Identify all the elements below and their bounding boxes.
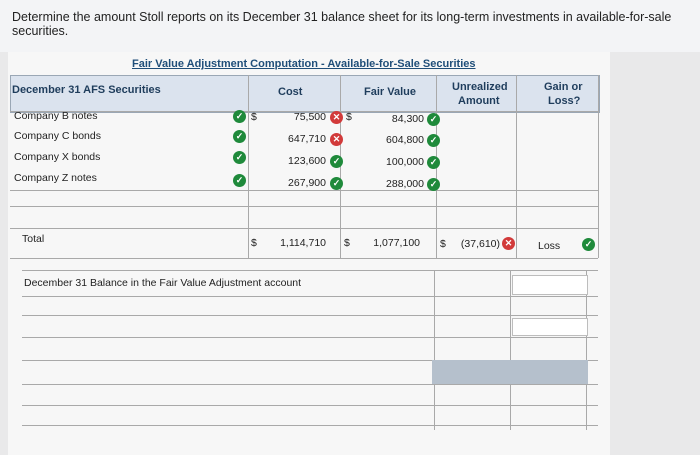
- shaded-cell: [432, 360, 588, 384]
- question-text: Determine the amount Stoll reports on it…: [12, 10, 672, 38]
- header-gain-loss-line1: Gain or: [544, 81, 583, 93]
- check-circle-icon: ✓: [233, 151, 246, 164]
- cost-dollar-sign: $: [251, 111, 257, 123]
- table-title: Fair Value Adjustment Computation - Avai…: [132, 58, 476, 70]
- grid-line: [510, 270, 511, 430]
- balance-amount-input[interactable]: [512, 275, 588, 295]
- fair-value-input[interactable]: 100,000: [386, 156, 424, 168]
- x-circle-icon: ✕: [502, 237, 515, 250]
- fv-dollar-sign: $: [344, 237, 350, 249]
- grid-line: [434, 270, 435, 430]
- total-cost-input[interactable]: 1,114,710: [280, 237, 326, 249]
- grid-line: [22, 425, 598, 426]
- grid-line: [586, 270, 587, 430]
- grid-line: [10, 190, 598, 191]
- grid-line: [22, 296, 598, 297]
- unrealized-dollar-sign: $: [440, 238, 446, 250]
- grid-line: [22, 337, 598, 338]
- row-security-name: Company C bonds: [14, 130, 101, 142]
- check-circle-icon: ✓: [427, 156, 440, 169]
- balance-amount-input[interactable]: [512, 318, 588, 336]
- check-circle-icon: ✓: [233, 130, 246, 143]
- grid-line: [22, 384, 598, 385]
- fair-value-input[interactable]: 288,000: [386, 178, 424, 190]
- x-circle-icon: ✕: [330, 111, 343, 124]
- grid-line: [22, 315, 598, 316]
- grid-line: [598, 75, 599, 258]
- check-circle-icon: ✓: [330, 177, 343, 190]
- total-fair-value-input[interactable]: 1,077,100: [373, 237, 420, 249]
- cost-input[interactable]: 123,600: [288, 155, 326, 167]
- check-circle-icon: ✓: [233, 174, 246, 187]
- grid-line: [10, 206, 598, 207]
- check-circle-icon: ✓: [330, 155, 343, 168]
- grid-line: [22, 360, 598, 361]
- gain-loss-select[interactable]: Loss: [538, 240, 561, 252]
- grid-line: [22, 270, 598, 271]
- header-securities: December 31 AFS Securities: [12, 84, 161, 96]
- check-circle-icon: ✓: [427, 178, 440, 191]
- row-security-name: Company Z notes: [14, 172, 97, 184]
- check-circle-icon: ✓: [427, 134, 440, 147]
- header-cost: Cost: [278, 86, 303, 98]
- row-security-name: Company B notes: [14, 110, 98, 122]
- grid-line: [516, 75, 517, 258]
- row-security-name: Company X bonds: [14, 151, 101, 163]
- cost-input[interactable]: 647,710: [288, 133, 326, 145]
- cost-dollar-sign: $: [251, 237, 257, 249]
- total-label: Total: [22, 233, 45, 245]
- grid-line: [10, 111, 598, 112]
- grid-line: [248, 75, 249, 258]
- table-header: [10, 75, 600, 113]
- check-circle-icon: ✓: [582, 238, 595, 251]
- cost-input[interactable]: 267,900: [288, 177, 326, 189]
- check-circle-icon: ✓: [233, 110, 246, 123]
- header-unrealized-line1: Unrealized: [452, 81, 508, 93]
- grid-line: [10, 258, 598, 259]
- fair-value-input[interactable]: 604,800: [386, 134, 424, 146]
- total-unrealized-input[interactable]: (37,610): [460, 238, 500, 250]
- header-gain-loss-line2: Loss?: [548, 95, 581, 107]
- check-circle-icon: ✓: [427, 113, 440, 126]
- header-fair-value: Fair Value: [364, 86, 416, 98]
- worksheet: [8, 52, 610, 455]
- cost-input[interactable]: 75,500: [293, 111, 326, 123]
- x-circle-icon: ✕: [330, 133, 343, 146]
- question-prompt: Determine the amount Stoll reports on it…: [0, 0, 700, 52]
- fv-dollar-sign: $: [346, 111, 352, 123]
- fair-value-input[interactable]: 84,300: [391, 113, 424, 125]
- grid-line: [10, 228, 598, 229]
- header-unrealized-line2: Amount: [458, 95, 500, 107]
- grid-line: [22, 405, 598, 406]
- balance-label: December 31 Balance in the Fair Value Ad…: [24, 277, 302, 289]
